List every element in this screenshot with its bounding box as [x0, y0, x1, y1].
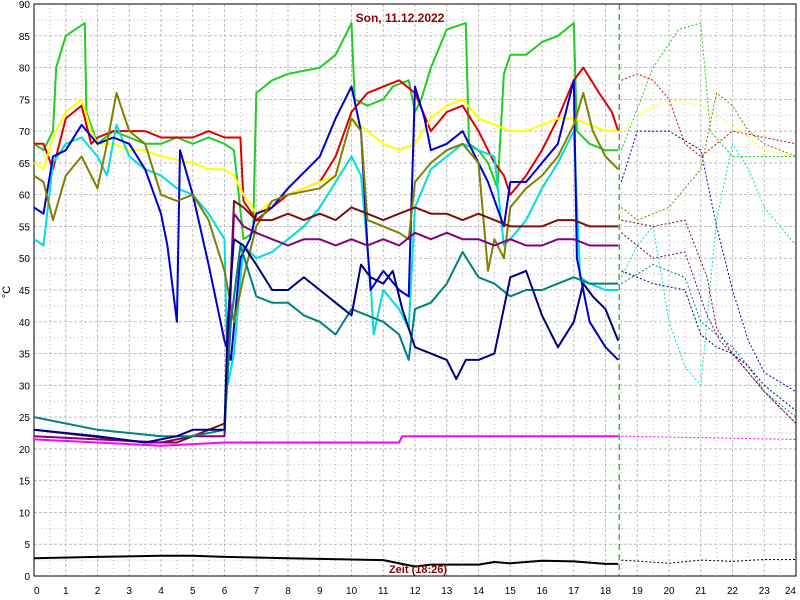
- y-tick-label: 85: [19, 32, 31, 43]
- y-axis-ticks: 0 5 10 15 20 25 30 35 40 45 50 55 60 65 70 75 80 85 90: [19, 0, 31, 583]
- x-tick-label: 13: [441, 586, 453, 597]
- x-tick-label: 22: [727, 586, 739, 597]
- chart-title: Son, 11.12.2022: [356, 11, 445, 25]
- y-tick-label: 25: [19, 413, 31, 424]
- x-tick-label: 1: [63, 586, 69, 597]
- forecast-line-8: [621, 232, 797, 424]
- forecast-layer: [620, 22, 797, 564]
- forecast-line-2: [621, 73, 797, 158]
- x-tick-label: 24: [785, 586, 797, 597]
- x-tick-label: 18: [600, 586, 612, 597]
- x-tick-label: 0: [34, 586, 40, 597]
- current-time-label: Zeit (18:26): [389, 564, 447, 576]
- series-line-10: [33, 238, 620, 444]
- series-line-4: [33, 123, 619, 387]
- y-tick-label: 55: [19, 222, 31, 233]
- y-tick-label: 90: [19, 0, 31, 11]
- y-tick-label: 35: [19, 350, 31, 361]
- x-tick-label: 5: [190, 586, 196, 597]
- y-tick-label: 20: [19, 445, 31, 456]
- series-line-3: [33, 98, 619, 215]
- x-tick-label: 7: [253, 586, 259, 597]
- series-line-8: [33, 212, 619, 444]
- y-tick-label: 30: [19, 381, 31, 392]
- y-tick-label: 75: [19, 95, 31, 106]
- x-tick-label: 19: [632, 586, 644, 597]
- x-tick-label: 12: [409, 586, 421, 597]
- series-line-12: [33, 554, 619, 568]
- y-tick-label: 15: [19, 477, 31, 488]
- x-tick-label: 17: [568, 586, 580, 597]
- forecast-line-11: [621, 435, 797, 440]
- x-tick-label: 9: [317, 586, 323, 597]
- x-axis-ticks: 0 1 2 3 4 5 6 7 8 9 10 11 12 13 14 15 16 17 18 19 20 21 22 23 24: [34, 586, 796, 597]
- x-tick-label: 15: [505, 586, 517, 597]
- y-tick-label: 10: [19, 508, 31, 519]
- forecast-line-12: [621, 559, 796, 564]
- x-tick-label: 8: [285, 586, 291, 597]
- y-tick-label: 65: [19, 159, 31, 170]
- series-line-6: [33, 92, 619, 323]
- forecast-line-4: [620, 142, 797, 387]
- forecast-line-1: [620, 22, 796, 157]
- forecast-line-3: [621, 98, 797, 157]
- forecast-line-9: [621, 264, 797, 418]
- x-tick-label: 3: [126, 586, 132, 597]
- y-tick-label: 5: [24, 540, 30, 551]
- y-tick-label: 80: [19, 64, 31, 75]
- series-line-9: [33, 244, 619, 438]
- forecast-line-10: [621, 270, 797, 412]
- x-tick-label: 16: [536, 586, 548, 597]
- series-layer: [33, 22, 620, 568]
- y-tick-label: 45: [19, 286, 31, 297]
- y-tick-label: 0: [24, 572, 30, 583]
- series-line-5: [33, 79, 619, 361]
- series-line-11: [33, 435, 619, 447]
- x-tick-label: 4: [158, 586, 164, 597]
- y-tick-label: 60: [19, 191, 31, 202]
- y-tick-label: 50: [19, 254, 31, 265]
- x-tick-label: 11: [378, 586, 389, 597]
- y-axis-label: °C: [1, 286, 13, 298]
- y-tick-label: 70: [19, 127, 31, 138]
- x-tick-label: 14: [473, 586, 485, 597]
- x-tick-label: 2: [95, 586, 101, 597]
- y-tick-label: 40: [19, 318, 31, 329]
- forecast-line-6: [621, 92, 797, 221]
- x-tick-label: 20: [663, 586, 675, 597]
- x-tick-label: 6: [222, 586, 228, 597]
- plot-frame: [33, 3, 797, 577]
- x-tick-label: 23: [759, 586, 771, 597]
- x-tick-label: 10: [346, 586, 358, 597]
- x-tick-label: 21: [695, 586, 707, 597]
